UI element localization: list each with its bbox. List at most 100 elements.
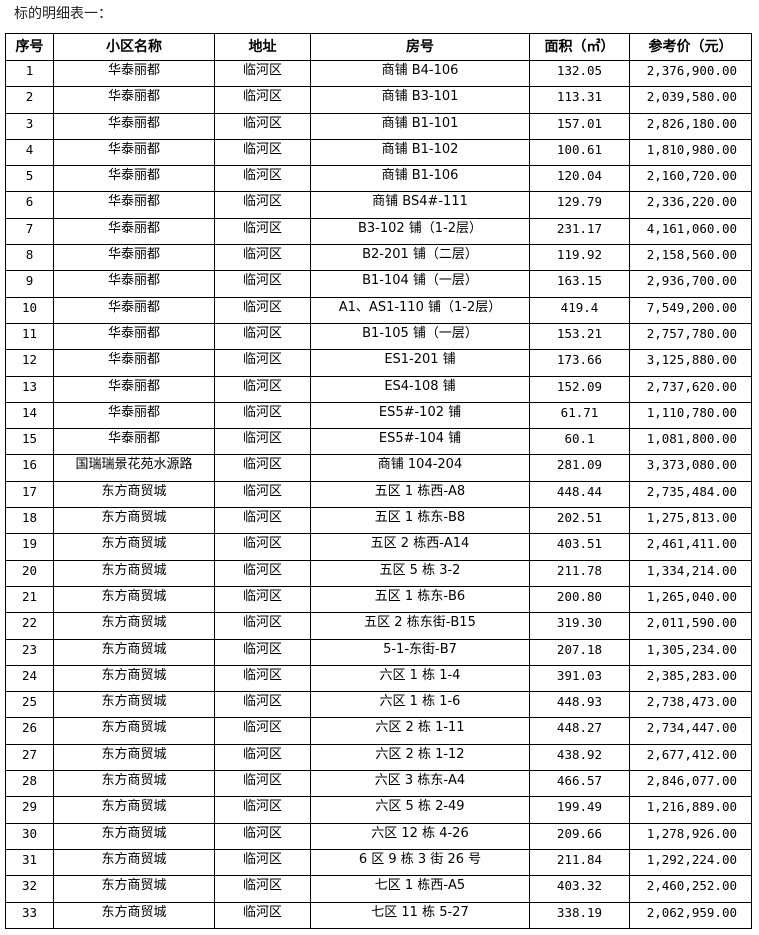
cell-unit-number: 六区 2 栋 1-11 — [310, 717, 530, 745]
cell-reference-price: 1,334,214.00 — [629, 559, 752, 587]
cell-reference-price: 2,460,252.00 — [629, 875, 752, 903]
cell-reference-price: 1,292,224.00 — [629, 848, 752, 877]
cell-reference-price: 1,810,980.00 — [629, 138, 752, 167]
cell-reference-price: 4,161,060.00 — [629, 217, 752, 246]
cell-unit-number: 七区 1 栋西-A5 — [310, 875, 530, 903]
table-row: 28 东方商贸城 临河区 六区 3 栋东-A4 466.57 2,846,077.00 — [5, 770, 752, 798]
cell-unit-number: 六区 2 栋 1-12 — [310, 743, 530, 772]
header-address: 地址 — [214, 33, 311, 61]
cell-address: 临河区 — [214, 217, 311, 246]
cell-address: 临河区 — [214, 507, 311, 535]
cell-index: 13 — [5, 375, 54, 403]
table-row: 30 东方商贸城 临河区 六区 12 栋 4-26 209.66 1,278,926.00 — [5, 822, 752, 850]
cell-unit-number: ES5#-104 铺 — [310, 428, 530, 456]
header-reference-price: 参考价（元） — [629, 33, 752, 61]
cell-area: 448.44 — [529, 480, 630, 509]
cell-address: 临河区 — [214, 533, 311, 561]
cell-community-name: 东方商贸城 — [53, 875, 215, 903]
cell-community-name: 东方商贸城 — [53, 533, 215, 561]
cell-reference-price: 2,376,900.00 — [629, 59, 752, 88]
cell-unit-number: 六区 12 栋 4-26 — [310, 822, 530, 850]
cell-area: 100.61 — [529, 138, 630, 167]
cell-address: 临河区 — [214, 112, 311, 140]
cell-index: 30 — [5, 822, 54, 850]
cell-area: 281.09 — [529, 454, 630, 482]
cell-index: 18 — [5, 507, 54, 535]
cell-area: 119.92 — [529, 244, 630, 272]
cell-unit-number: 商铺 B4-106 — [310, 59, 530, 88]
table-row: 1 华泰丽都 临河区 商铺 B4-106 132.05 2,376,900.00 — [5, 59, 752, 88]
cell-address: 临河区 — [214, 585, 311, 614]
table-row: 20 东方商贸城 临河区 五区 5 栋 3-2 211.78 1,334,214.00 — [5, 559, 752, 587]
cell-community-name: 华泰丽都 — [53, 112, 215, 140]
header-unit-number: 房号 — [310, 33, 530, 61]
cell-unit-number: 6 区 9 栋 3 街 26 号 — [310, 848, 530, 877]
cell-address: 临河区 — [214, 901, 311, 929]
cell-area: 403.51 — [529, 533, 630, 561]
cell-reference-price: 2,738,473.00 — [629, 691, 752, 719]
cell-address: 临河区 — [214, 796, 311, 824]
cell-unit-number: 五区 2 栋西-A14 — [310, 533, 530, 561]
cell-area: 466.57 — [529, 770, 630, 798]
cell-reference-price: 1,265,040.00 — [629, 585, 752, 614]
document-title: 标的明细表一： — [14, 6, 112, 22]
cell-address: 临河区 — [214, 375, 311, 403]
cell-area: 448.27 — [529, 717, 630, 745]
table-header-row: 序号 小区名称 地址 房号 面积（㎡） 参考价（元） — [5, 33, 752, 61]
cell-address: 临河区 — [214, 480, 311, 509]
table-row: 18 东方商贸城 临河区 五区 1 栋东-B8 202.51 1,275,813.00 — [5, 507, 752, 535]
table-row: 19 东方商贸城 临河区 五区 2 栋西-A14 403.51 2,461,411.00 — [5, 533, 752, 561]
table-row: 7 华泰丽都 临河区 B3-102 铺（1-2层） 231.17 4,161,060.00 — [5, 217, 752, 246]
cell-index: 10 — [5, 296, 54, 324]
cell-community-name: 华泰丽都 — [53, 217, 215, 246]
cell-reference-price: 3,125,880.00 — [629, 349, 752, 377]
header-index: 序号 — [5, 33, 54, 61]
cell-unit-number: ES5#-102 铺 — [310, 401, 530, 430]
cell-area: 319.30 — [529, 612, 630, 640]
cell-reference-price: 2,735,484.00 — [629, 480, 752, 509]
cell-index: 23 — [5, 638, 54, 666]
cell-community-name: 华泰丽都 — [53, 349, 215, 377]
cell-index: 17 — [5, 480, 54, 509]
cell-index: 8 — [5, 244, 54, 272]
cell-reference-price: 7,549,200.00 — [629, 296, 752, 324]
cell-community-name: 华泰丽都 — [53, 322, 215, 351]
cell-community-name: 东方商贸城 — [53, 796, 215, 824]
cell-unit-number: B2-201 铺（二层） — [310, 244, 530, 272]
cell-area: 152.09 — [529, 375, 630, 403]
cell-community-name: 华泰丽都 — [53, 86, 215, 114]
cell-index: 25 — [5, 691, 54, 719]
cell-address: 临河区 — [214, 454, 311, 482]
cell-area: 120.04 — [529, 165, 630, 193]
cell-area: 61.71 — [529, 401, 630, 430]
cell-address: 临河区 — [214, 612, 311, 640]
cell-community-name: 华泰丽都 — [53, 270, 215, 298]
cell-area: 153.21 — [529, 322, 630, 351]
cell-reference-price: 2,385,283.00 — [629, 664, 752, 693]
cell-community-name: 东方商贸城 — [53, 717, 215, 745]
table-row: 13 华泰丽都 临河区 ES4-108 铺 152.09 2,737,620.00 — [5, 375, 752, 403]
header-area: 面积（㎡） — [529, 33, 630, 61]
cell-address: 临河区 — [214, 138, 311, 167]
cell-index: 16 — [5, 454, 54, 482]
cell-reference-price: 2,039,580.00 — [629, 86, 752, 114]
cell-index: 26 — [5, 717, 54, 745]
cell-address: 临河区 — [214, 322, 311, 351]
cell-community-name: 华泰丽都 — [53, 401, 215, 430]
cell-reference-price: 1,216,889.00 — [629, 796, 752, 824]
cell-area: 199.49 — [529, 796, 630, 824]
cell-community-name: 华泰丽都 — [53, 59, 215, 88]
cell-address: 临河区 — [214, 822, 311, 850]
cell-index: 33 — [5, 901, 54, 929]
cell-community-name: 东方商贸城 — [53, 480, 215, 509]
table-row: 5 华泰丽都 临河区 商铺 B1-106 120.04 2,160,720.00 — [5, 165, 752, 193]
table-row: 4 华泰丽都 临河区 商铺 B1-102 100.61 1,810,980.00 — [5, 138, 752, 167]
cell-unit-number: 六区 1 栋 1-6 — [310, 691, 530, 719]
property-detail-table: 序号 小区名称 地址 房号 面积（㎡） 参考价（元） 1 华泰丽都 临河区 商铺 B4… — [5, 33, 752, 929]
cell-area: 163.15 — [529, 270, 630, 298]
cell-community-name: 东方商贸城 — [53, 848, 215, 877]
cell-community-name: 东方商贸城 — [53, 743, 215, 772]
cell-reference-price: 2,062,959.00 — [629, 901, 752, 929]
table-row: 31 东方商贸城 临河区 6 区 9 栋 3 街 26 号 211.84 1,292,22… — [5, 848, 752, 877]
cell-address: 临河区 — [214, 86, 311, 114]
